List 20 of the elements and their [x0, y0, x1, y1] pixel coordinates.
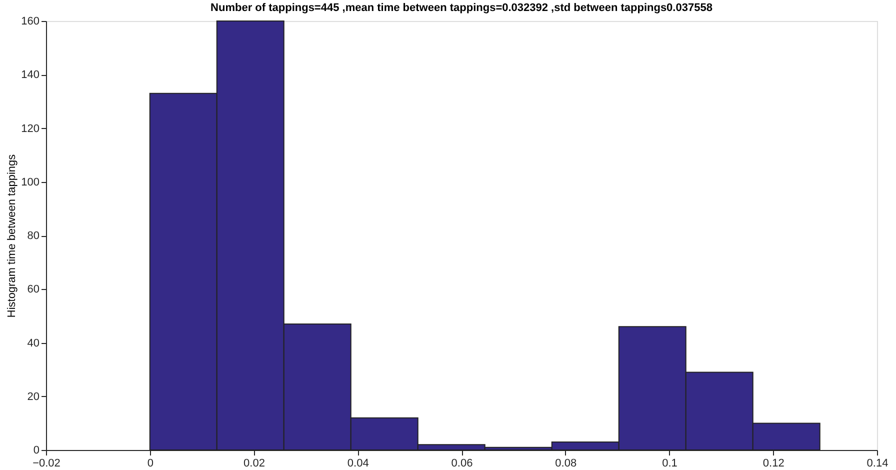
x-tick-label: 0.06	[451, 458, 473, 470]
y-tick-label: 60	[27, 284, 40, 296]
x-tick-label: 0.08	[555, 458, 577, 470]
chart-title: Number of tappings=445 ,mean time between tappings=0.032392 ,std between tappings0.037558	[210, 2, 712, 14]
y-tick-label: 100	[21, 176, 40, 188]
x-tick-label: 0.02	[244, 458, 265, 470]
y-tick-label: 80	[27, 230, 40, 242]
y-tick-label: 40	[27, 337, 40, 350]
y-tick-label: 20	[27, 390, 40, 403]
y-tick-label: 120	[21, 122, 40, 135]
x-tick-label: 0	[147, 458, 154, 470]
y-axis-title: Histogram time between tappings	[6, 154, 18, 318]
x-tick-label: 0.04	[347, 458, 369, 470]
y-tick-label: 140	[21, 69, 40, 82]
x-tick-label: 0.1	[662, 458, 678, 470]
x-tick-label: 0.14	[866, 458, 888, 470]
x-tick-label: 0.12	[762, 458, 784, 470]
y-tick-label: 160	[21, 16, 40, 28]
x-tick-label: −0.02	[32, 458, 60, 470]
y-tick-label: 0	[33, 444, 40, 456]
